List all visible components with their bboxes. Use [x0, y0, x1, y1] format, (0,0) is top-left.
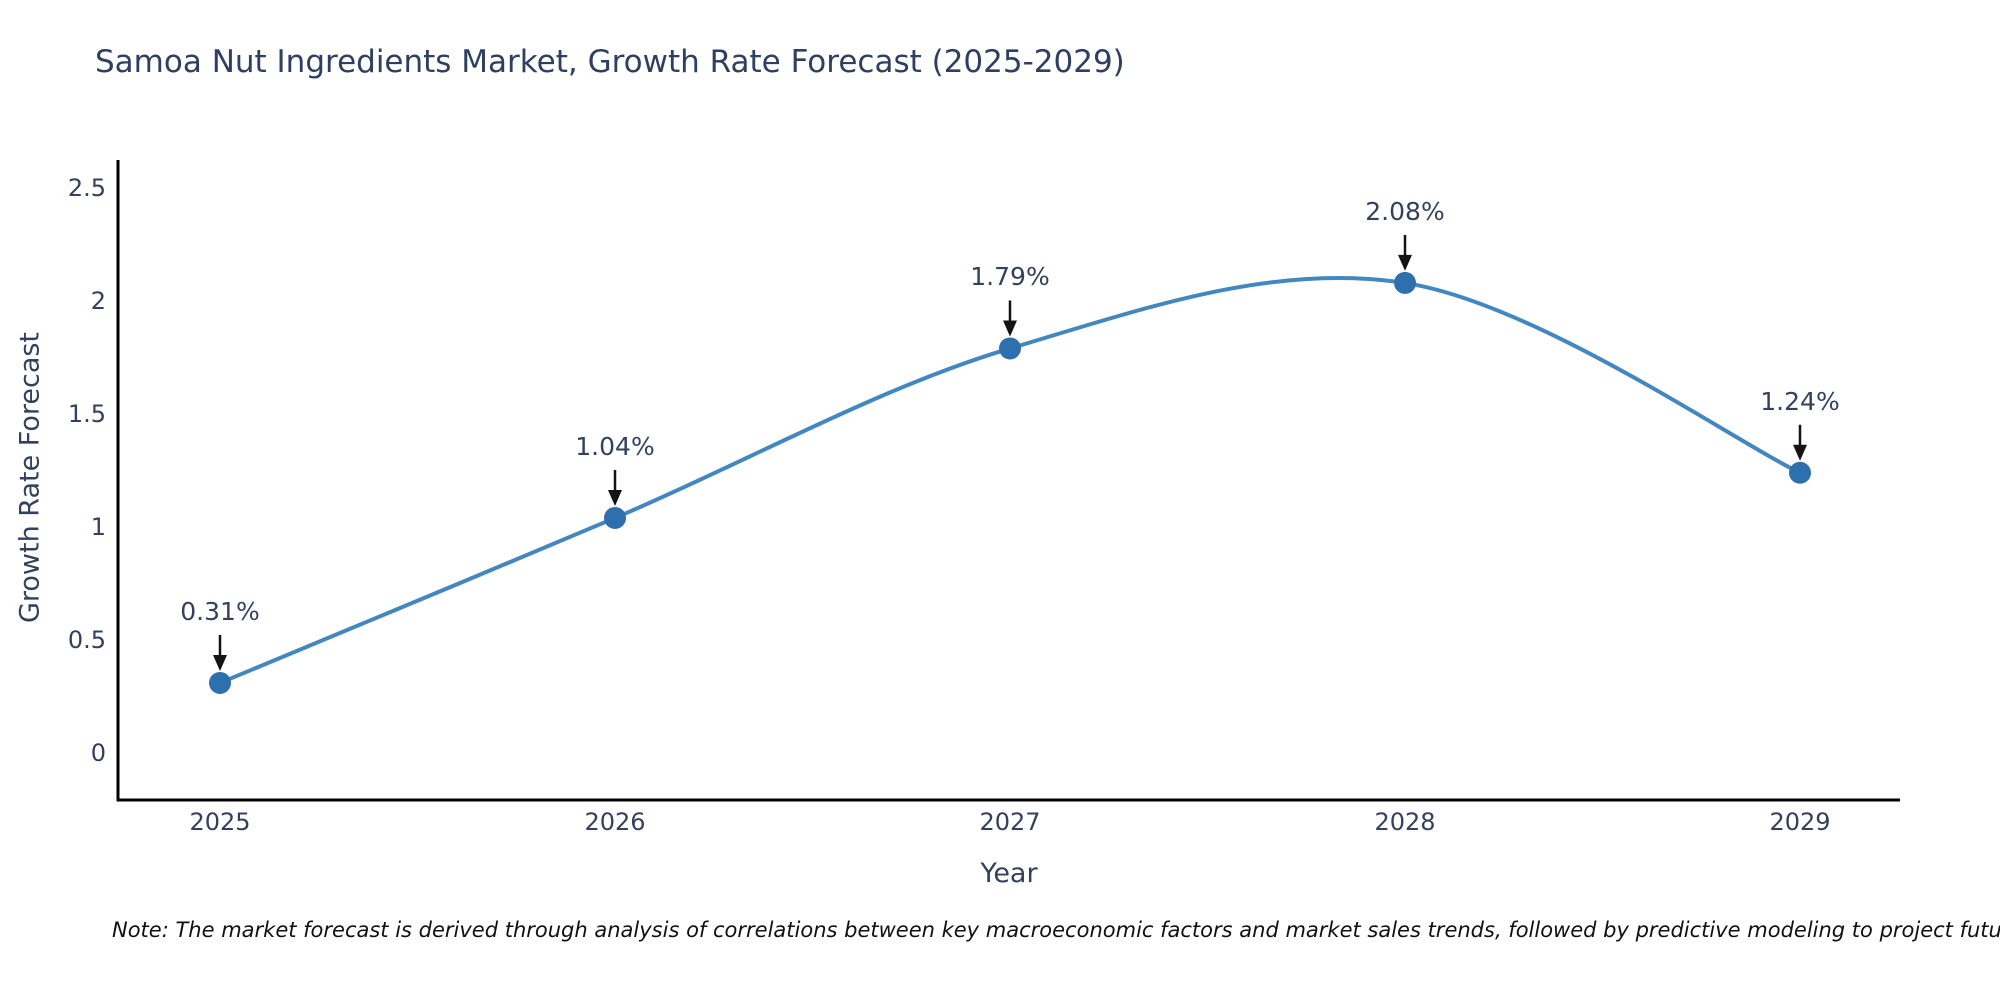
data-point-marker[interactable] [604, 506, 626, 529]
y-tick-label: 1.5 [67, 400, 106, 428]
y-tick-label: 2.5 [67, 174, 106, 202]
x-tick-label: 2028 [1374, 808, 1436, 836]
x-axis-title: Year [980, 858, 1038, 889]
chart-title: Samoa Nut Ingredients Market, Growth Rat… [95, 44, 1125, 80]
point-annotation: 1.04% [575, 431, 655, 461]
y-tick-label: 2 [90, 287, 106, 315]
data-point-marker[interactable] [999, 337, 1021, 360]
footnote: Note: The market forecast is derived thr… [112, 918, 2000, 942]
x-tick-label: 2029 [1769, 808, 1831, 836]
annotation-arrow-head [1793, 444, 1807, 461]
data-point-marker[interactable] [209, 671, 231, 694]
annotation-arrow-head [608, 489, 622, 506]
annotation-arrow-head [213, 654, 227, 671]
axis-lines [116, 160, 1900, 802]
annotation-arrow-head [1398, 254, 1412, 271]
y-axis-title: Growth Rate Forecast [14, 331, 46, 624]
point-annotation: 2.08% [1365, 196, 1445, 226]
x-tick-label: 2026 [584, 808, 646, 836]
x-tick-label: 2025 [189, 808, 251, 836]
y-tick-label: 0.5 [67, 626, 106, 654]
annotation-arrow-head [1003, 320, 1017, 337]
point-annotation: 1.24% [1760, 386, 1840, 416]
y-tick-label: 1 [90, 513, 106, 541]
x-tick-label: 2027 [979, 808, 1041, 836]
point-annotation: 0.31% [180, 596, 260, 626]
data-point-marker[interactable] [1789, 461, 1811, 484]
y-tick-label: 0 [90, 739, 106, 767]
point-annotation: 1.79% [970, 262, 1050, 292]
data-point-marker[interactable] [1394, 271, 1416, 294]
